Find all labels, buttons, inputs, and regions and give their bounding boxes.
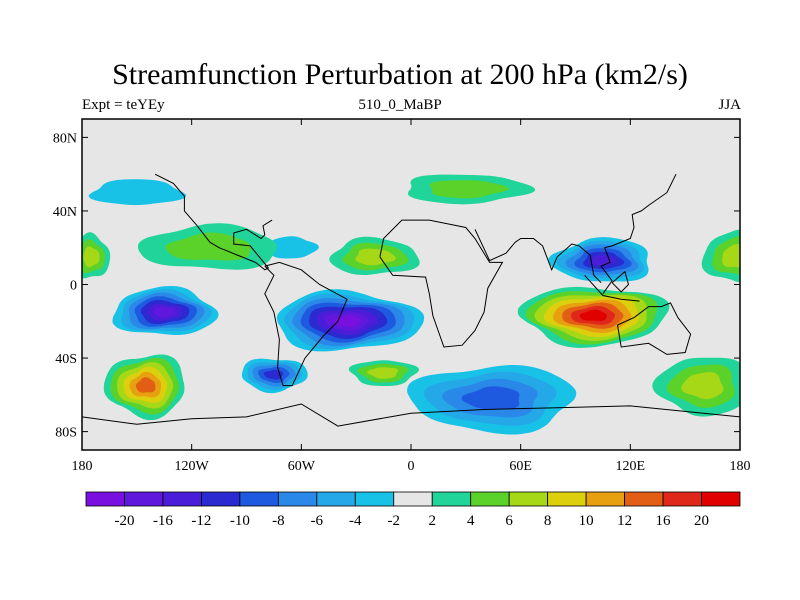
contour-fill: [367, 367, 399, 379]
experiment-label: Expt = teYEy: [82, 97, 165, 113]
colorbar-swatch: [85, 491, 125, 507]
anomaly-north-atlantic-low: [270, 236, 319, 259]
contour-fill: [270, 236, 319, 259]
colorbar-label: 8: [544, 513, 552, 529]
anomaly-western-edge-high: [82, 232, 111, 279]
contour-fill: [332, 315, 361, 328]
anomaly-eurasian-high: [407, 174, 536, 205]
colorbar-label: 6: [505, 513, 513, 529]
anomaly-south-pacific-low: [112, 285, 219, 335]
coastline: [617, 302, 692, 355]
contour-fill: [165, 232, 251, 261]
anomaly-central-atlantic-high: [329, 236, 420, 276]
colorbar-label: -4: [349, 513, 362, 529]
coastline: [82, 403, 740, 427]
y-tick-label: 80S: [55, 426, 77, 441]
x-tick-label: 120W: [175, 459, 210, 474]
colorbar-swatch: [547, 491, 587, 507]
map-background: [82, 119, 740, 450]
colorbar-swatch: [316, 491, 356, 507]
coastline: [584, 274, 640, 302]
contour-fill: [461, 386, 520, 410]
anomaly-southern-indian-high: [652, 357, 740, 417]
colorbar-label: -6: [311, 513, 324, 529]
colorbar-label: -12: [191, 513, 211, 529]
anomaly-south-pacific-high: [103, 354, 185, 421]
anomaly-south-atlantic-high: [348, 360, 420, 387]
colorbar-swatch: [162, 491, 202, 507]
colorbar-label: -20: [114, 513, 134, 529]
colorbar-swatch: [124, 491, 164, 507]
contour-fill: [429, 180, 509, 199]
colorbar-swatch: [508, 491, 549, 507]
season-label: JJA: [718, 97, 741, 113]
x-tick-label: 60W: [288, 459, 316, 474]
colorbar-label: -10: [230, 513, 250, 529]
y-tick-label: 0: [70, 279, 77, 294]
colorbar-swatch: [239, 491, 279, 507]
coastline: [600, 173, 677, 294]
contour-fill: [681, 372, 724, 400]
colorbar-label: 20: [694, 513, 709, 529]
coastline: [264, 261, 348, 387]
colorbar-swatch: [277, 491, 318, 507]
colorbar-swatch: [470, 491, 510, 507]
y-tick-label: 40S: [55, 352, 77, 367]
colorbar-swatch: [201, 491, 241, 507]
contour-fill: [263, 369, 284, 380]
colorbar-swatch: [585, 491, 625, 507]
colorbar-label: 2: [428, 513, 436, 529]
colorbar-label: -16: [153, 513, 173, 529]
anomaly-north-pacific-low: [88, 179, 187, 206]
colorbar-swatch: [393, 491, 433, 507]
colorbar-swatch: [431, 491, 472, 507]
anomaly-southern-ocean-low: [407, 365, 577, 435]
contour-fill: [591, 255, 617, 266]
x-tick-label: 120E: [616, 459, 646, 474]
y-tick-label: 80N: [53, 131, 77, 146]
contour-fill: [355, 248, 396, 266]
colorbar-swatch: [701, 491, 741, 507]
colorbar-label: -8: [272, 513, 285, 529]
coastline: [196, 219, 273, 271]
x-tick-label: 180: [72, 459, 93, 474]
colorbar-label: -2: [388, 513, 401, 529]
anomaly-south-atlantic-low: [276, 289, 425, 352]
colorbar-swatch: [624, 491, 664, 507]
case-label: 510_0_MaBP: [358, 97, 442, 113]
colorbar-label: 4: [467, 513, 475, 529]
anomaly-north-pacific-high: [137, 223, 277, 270]
contour-fill: [153, 307, 176, 318]
coastline: [474, 229, 602, 284]
coastline: [379, 219, 504, 348]
contour-fill: [722, 244, 740, 268]
chart-title: Streamfunction Perturbation at 200 hPa (…: [112, 58, 688, 91]
colorbar-label: 16: [656, 513, 672, 529]
contour-fill: [579, 309, 607, 322]
y-tick-label: 40N: [53, 205, 77, 220]
contour-fill: [135, 377, 156, 393]
x-tick-label: 60E: [509, 459, 532, 474]
anomaly-eastern-edge-high: [701, 229, 740, 283]
colorbar-label: 10: [579, 513, 594, 529]
colorbar-swatch: [662, 491, 702, 507]
x-tick-label: 180: [730, 459, 751, 474]
colorbar-swatch: [354, 491, 395, 507]
coastline: [154, 173, 198, 227]
anomaly-indian-ocean-high: [517, 286, 670, 348]
x-tick-label: 0: [408, 459, 415, 474]
contour-fill: [83, 246, 100, 268]
coastline: [611, 270, 630, 293]
colorbar-label: 12: [617, 513, 632, 529]
contour-fill: [88, 179, 187, 206]
anomaly-south-pacific-low-2: [241, 358, 308, 394]
